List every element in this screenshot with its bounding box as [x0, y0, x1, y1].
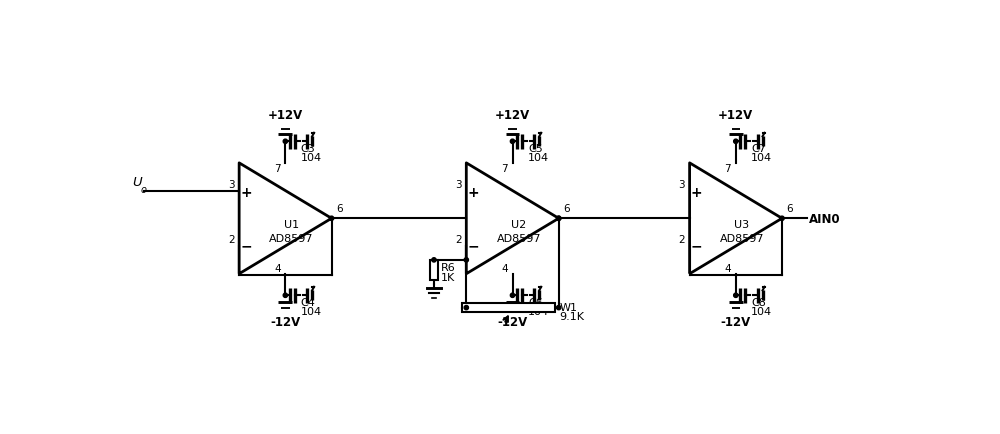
Text: −: − — [691, 238, 702, 252]
Text: 7: 7 — [274, 164, 281, 174]
Text: 3: 3 — [455, 180, 462, 190]
Text: 104: 104 — [528, 306, 549, 316]
Text: 7: 7 — [725, 164, 731, 174]
Text: 2: 2 — [455, 235, 462, 245]
Text: AD8597: AD8597 — [720, 234, 764, 244]
Text: 104: 104 — [301, 152, 322, 162]
Bar — [430, 260, 438, 280]
Circle shape — [557, 217, 561, 221]
Text: +12V: +12V — [718, 109, 753, 122]
Text: 6: 6 — [336, 204, 343, 214]
Text: U3: U3 — [734, 220, 750, 230]
Text: 9.1K: 9.1K — [559, 311, 584, 321]
Text: AIN0: AIN0 — [809, 212, 841, 225]
Text: 4: 4 — [725, 264, 731, 274]
Text: +12V: +12V — [268, 109, 303, 122]
Circle shape — [557, 306, 561, 310]
Text: C8: C8 — [751, 298, 766, 308]
Text: C7: C7 — [751, 144, 766, 154]
Text: 2: 2 — [679, 235, 685, 245]
Circle shape — [464, 306, 468, 310]
Circle shape — [510, 140, 515, 144]
Circle shape — [432, 258, 436, 263]
Text: AD8597: AD8597 — [496, 234, 541, 244]
Circle shape — [780, 217, 784, 221]
Text: +: + — [467, 185, 479, 199]
Text: 3: 3 — [679, 180, 685, 190]
Circle shape — [510, 293, 515, 298]
Text: 104: 104 — [528, 152, 549, 162]
Text: W1: W1 — [559, 302, 577, 312]
Text: U1: U1 — [284, 220, 299, 230]
Text: U2: U2 — [511, 220, 526, 230]
Circle shape — [283, 140, 288, 144]
Text: C6: C6 — [528, 298, 543, 308]
Text: 104: 104 — [751, 306, 772, 316]
Text: -12V: -12V — [497, 316, 528, 329]
Circle shape — [329, 217, 334, 221]
Text: 6: 6 — [786, 204, 793, 214]
Text: C5: C5 — [528, 144, 543, 154]
Text: 4: 4 — [274, 264, 281, 274]
Text: +: + — [240, 185, 252, 199]
Text: -12V: -12V — [270, 316, 300, 329]
Circle shape — [283, 293, 288, 298]
Circle shape — [734, 293, 738, 298]
Text: −: − — [240, 238, 252, 252]
Text: 7: 7 — [501, 164, 508, 174]
Circle shape — [464, 258, 468, 263]
Circle shape — [734, 140, 738, 144]
Text: 6: 6 — [563, 204, 570, 214]
Text: AD8597: AD8597 — [269, 234, 314, 244]
Text: −: − — [467, 238, 479, 252]
Bar — [462, 304, 555, 312]
Text: 4: 4 — [501, 264, 508, 274]
Text: +: + — [691, 185, 702, 199]
Text: 1K: 1K — [441, 272, 455, 282]
Text: +12V: +12V — [495, 109, 530, 122]
Text: R6: R6 — [441, 262, 456, 272]
Circle shape — [557, 217, 561, 221]
Text: C4: C4 — [301, 298, 316, 308]
Text: -12V: -12V — [721, 316, 751, 329]
Text: 104: 104 — [301, 306, 322, 316]
Text: o: o — [141, 184, 147, 194]
Text: 3: 3 — [228, 180, 235, 190]
Text: U: U — [132, 176, 142, 189]
Text: C3: C3 — [301, 144, 316, 154]
Text: 104: 104 — [751, 152, 772, 162]
Text: 2: 2 — [228, 235, 235, 245]
